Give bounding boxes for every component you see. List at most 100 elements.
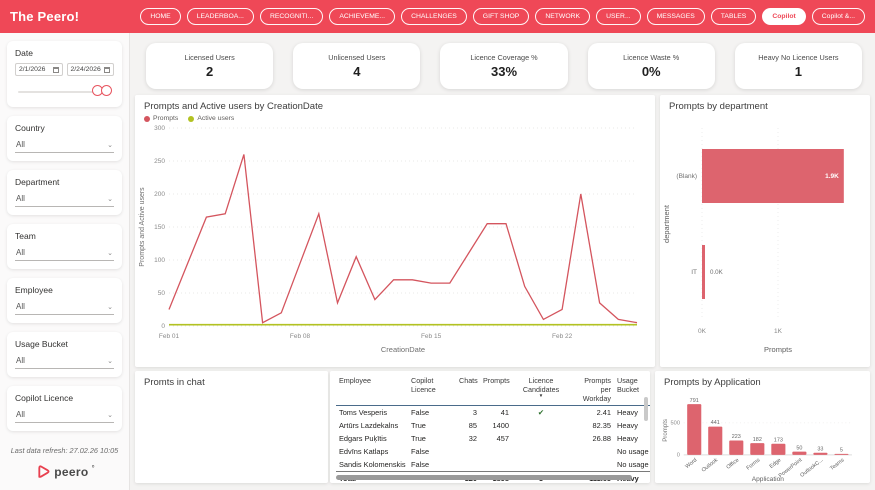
table-cell[interactable]: Heavy <box>617 421 638 430</box>
filter-card-team: Team All ⌄ <box>7 224 122 269</box>
kpi-unlicensed-users[interactable]: Unlicensed Users 4 <box>293 43 421 89</box>
legend-active-users[interactable]: Active users <box>188 115 234 122</box>
table-cell[interactable]: 1400 <box>492 421 509 430</box>
copilot-licence-select[interactable]: All ⌄ <box>15 408 114 423</box>
bar-office[interactable] <box>729 440 744 455</box>
bar-outlookc[interactable] <box>813 452 828 455</box>
nav-user[interactable]: USER... <box>596 8 641 25</box>
application-chart-svg[interactable]: 0 500 791 Word 441 Outlook 223 Office 182 Forms 17… <box>655 390 860 484</box>
department-select[interactable]: All ⌄ <box>15 192 114 207</box>
slider-handle-end[interactable] <box>101 85 112 96</box>
table-cell[interactable]: Heavy <box>617 408 638 417</box>
department-chart-svg[interactable]: 0K 1K (Blank) 1.9K IT 0.0K Prompts department <box>660 114 860 358</box>
col-header-copilot-licence[interactable]: Copilot Licence <box>408 375 456 406</box>
bar-edge[interactable] <box>771 443 786 455</box>
line-chart-svg[interactable]: 0 50 100 150 200 250 300 Feb 01 Feb 08 Feb 15 Feb … <box>135 122 643 356</box>
line-chart[interactable]: 0 50 100 150 200 250 300 Feb 01 Feb 08 Feb 15 Feb … <box>135 122 655 356</box>
table-cell[interactable] <box>512 445 570 458</box>
nav-gift-shop[interactable]: GIFT SHOP <box>472 8 530 25</box>
kpi-licensed-users[interactable]: Licensed Users 2 <box>146 43 274 89</box>
kpi-licence-coverage[interactable]: Licence Coverage % 33% <box>440 43 568 89</box>
bar-forms[interactable] <box>750 443 765 455</box>
date-start-input[interactable]: 2/1/2026 <box>15 63 63 76</box>
usage-bucket-select[interactable]: All ⌄ <box>15 354 114 369</box>
table-cell[interactable]: 82.35 <box>592 421 612 430</box>
table-cell[interactable]: False <box>411 447 430 456</box>
col-header-employee[interactable]: Employee <box>336 375 408 406</box>
table-row[interactable]: Artūrs Lazdekalns True 85 1400 82.35 Heavy <box>336 419 650 432</box>
calendar-icon[interactable] <box>52 66 59 73</box>
col-header-usage-bucket[interactable]: Usage Bucket <box>614 375 650 406</box>
table-cell[interactable]: 85 <box>468 421 477 430</box>
date-end-input[interactable]: 2/24/2026 <box>66 63 114 76</box>
table-cell[interactable]: True <box>411 434 426 443</box>
nav-recogniti[interactable]: RECOGNITI... <box>259 8 324 25</box>
table-cell[interactable] <box>480 458 512 472</box>
table-cell[interactable]: True <box>411 421 426 430</box>
table-row[interactable]: Edvīns Katlaps False No usage <box>336 445 650 458</box>
table-cell[interactable] <box>456 458 480 472</box>
table-cell[interactable]: 3 <box>472 408 477 417</box>
table-cell[interactable]: Toms Vesperis <box>339 408 388 417</box>
table-cell[interactable] <box>512 458 570 472</box>
bar-word[interactable] <box>687 404 702 455</box>
table-cell[interactable]: 457 <box>496 434 509 443</box>
nav-copilot[interactable]: Copilot <box>762 8 806 25</box>
bar-powerpoint[interactable] <box>792 451 807 455</box>
table-cell[interactable] <box>570 458 614 472</box>
table-cell[interactable]: False <box>411 460 430 469</box>
chart-text: Prompts and Active users <box>139 187 146 267</box>
table-cell[interactable] <box>570 445 614 458</box>
v-scrollbar[interactable] <box>644 397 648 421</box>
table-cell[interactable]: 32 <box>468 434 477 443</box>
table-cell[interactable]: 41 <box>500 408 509 417</box>
col-header-chats[interactable]: Chats <box>456 375 480 406</box>
col-header-licence-candidates[interactable]: Licence Candidates ▼ <box>512 375 570 406</box>
department-bar-chart[interactable]: 0K 1K (Blank) 1.9K IT 0.0K Prompts department <box>660 114 870 358</box>
nav-messages[interactable]: MESSAGES <box>646 8 705 25</box>
table-cell[interactable]: 26.88 <box>592 434 612 443</box>
table-cell[interactable]: Edvīns Katlaps <box>339 447 389 456</box>
h-scrollbar[interactable] <box>336 475 632 480</box>
table-cell[interactable]: Edgars Puķītis <box>339 434 387 443</box>
table-cell[interactable] <box>480 445 512 458</box>
table-cell[interactable]: Heavy <box>617 434 638 443</box>
bar-teams[interactable] <box>834 453 849 455</box>
table-cell[interactable]: Sandis Kolomenskis <box>339 460 406 469</box>
application-bar-chart[interactable]: 0 500 791 Word 441 Outlook 223 Office 182 Forms 17… <box>655 390 870 484</box>
nav-leaderboa[interactable]: LEADERBOA... <box>186 8 254 25</box>
bar-blank[interactable] <box>702 149 844 203</box>
table-cell[interactable]: ✔ <box>537 408 545 417</box>
kpi-heavy-no-licence-users[interactable]: Heavy No Licence Users 1 <box>734 43 863 89</box>
nav-network[interactable]: NETWORK <box>535 8 591 25</box>
nav-copilot[interactable]: Copilot &... <box>811 8 865 25</box>
nav-home[interactable]: HOME <box>140 8 181 25</box>
table-cell[interactable]: False <box>411 408 430 417</box>
nav-tables[interactable]: TABLES <box>710 8 757 25</box>
table-cell[interactable] <box>512 419 570 432</box>
table-row[interactable]: Toms Vesperis False 3 41 ✔ 2.41 Heavy <box>336 406 650 420</box>
table-cell[interactable]: No usage <box>617 460 649 469</box>
legend-prompts[interactable]: Prompts <box>144 115 178 122</box>
country-select[interactable]: All ⌄ <box>15 138 114 153</box>
team-select[interactable]: All ⌄ <box>15 246 114 261</box>
table-row[interactable]: Sandis Kolomenskis False No usage <box>336 458 650 472</box>
table-row[interactable]: Edgars Puķītis True 32 457 26.88 Heavy <box>336 432 650 445</box>
table-cell[interactable]: No usage <box>617 447 649 456</box>
table-cell[interactable]: 2.41 <box>596 408 611 417</box>
table-cell[interactable]: Artūrs Lazdekalns <box>339 421 399 430</box>
peero-logo-text: peero <box>54 464 89 479</box>
bar-it[interactable] <box>702 245 705 299</box>
bar-outlook[interactable] <box>708 426 723 455</box>
date-range-slider[interactable] <box>15 83 114 99</box>
employee-select[interactable]: All ⌄ <box>15 300 114 315</box>
nav-achieveme[interactable]: ACHIEVEME... <box>329 8 396 25</box>
calendar-icon[interactable] <box>104 66 110 73</box>
nav-challenges[interactable]: CHALLENGES <box>401 8 467 25</box>
table-cell[interactable] <box>456 445 480 458</box>
col-header-prompts[interactable]: Prompts <box>480 375 512 406</box>
kpi-licence-waste[interactable]: Licence Waste % 0% <box>587 43 715 89</box>
col-header-prompts-per-workday[interactable]: Prompts per Workday <box>570 375 614 406</box>
series-prompts[interactable] <box>168 154 638 324</box>
table-cell[interactable] <box>512 432 570 445</box>
